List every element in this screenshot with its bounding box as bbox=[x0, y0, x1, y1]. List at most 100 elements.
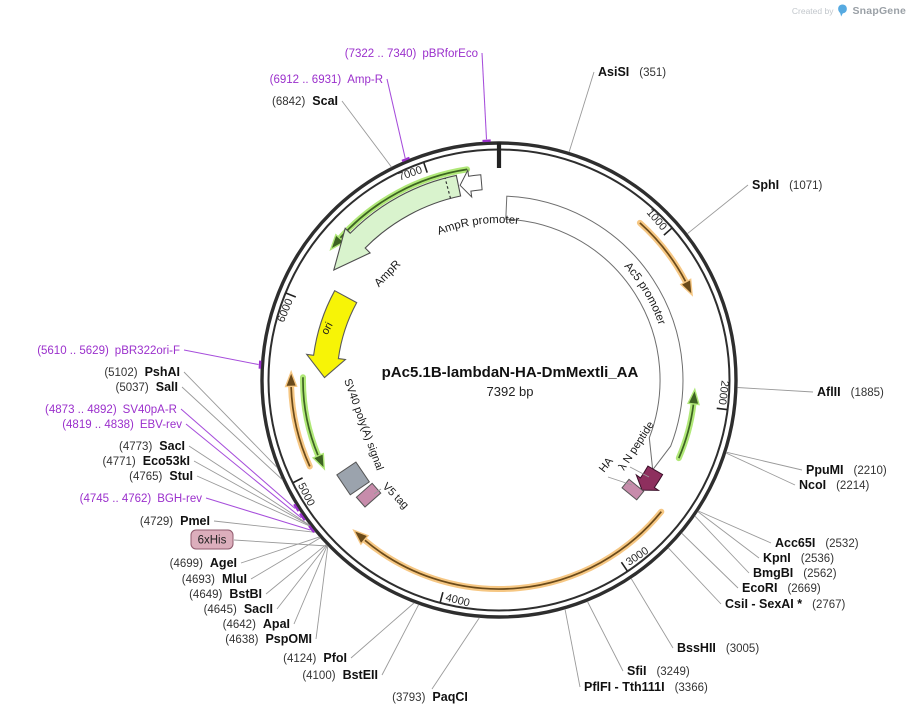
enzyme-label-Acc65I: Acc65I (2532) bbox=[775, 536, 859, 550]
primer-label-pBRforEco: (7322 .. 7340) pBRforEco bbox=[345, 48, 478, 60]
primer-name: pBRforEco bbox=[422, 48, 478, 60]
enzyme-name: SacII bbox=[244, 602, 273, 616]
enzyme-label-BstBI: (4649) BstBI bbox=[189, 587, 262, 601]
orf-arc-core bbox=[339, 168, 468, 239]
backbone bbox=[260, 141, 738, 619]
enzyme-name: AsiSI bbox=[598, 65, 629, 79]
enzyme-position: (4100) bbox=[302, 670, 335, 682]
enzyme-position: (6842) bbox=[272, 96, 305, 108]
enzyme-position: (5037) bbox=[116, 382, 149, 394]
feature-label-ampr-promoter: AmpR promoter bbox=[436, 214, 520, 238]
primer-leader-line bbox=[481, 52, 488, 140]
enzyme-name: PfoI bbox=[323, 651, 347, 665]
enzyme-label-AflII: AflII (1885) bbox=[817, 385, 884, 399]
orf-arc-glow bbox=[299, 374, 322, 459]
primer-name: Amp-R bbox=[347, 74, 383, 86]
feature-arrow-ori bbox=[305, 289, 358, 379]
primer-leader-line bbox=[386, 78, 406, 159]
tick-mark-1000 bbox=[663, 227, 673, 236]
feature-arc-ac5-promoter bbox=[505, 195, 684, 472]
v5-leader bbox=[373, 488, 382, 495]
enzyme-name: CsiI - SexAI * bbox=[725, 597, 802, 611]
primer-range: (4819 .. 4838) bbox=[62, 419, 134, 431]
orf-arc-core bbox=[678, 403, 695, 459]
enzyme-name: AgeI bbox=[210, 556, 237, 570]
enzyme-name: ApaI bbox=[263, 617, 290, 631]
enzyme-name: PmeI bbox=[180, 514, 210, 528]
enzyme-leader-line bbox=[188, 445, 311, 526]
enzyme-name: StuI bbox=[169, 469, 193, 483]
enzyme-label-PflFI-Tth111I: PflFI - Tth111I (3366) bbox=[584, 680, 708, 694]
primer-mark-pBR322ori-F bbox=[258, 360, 262, 369]
enzyme-name: SacI bbox=[159, 439, 185, 453]
curved-label-text: AmpR promoter bbox=[436, 214, 520, 238]
primer-leader-line bbox=[205, 497, 311, 531]
enzyme-name: KpnI bbox=[763, 551, 791, 565]
enzyme-label-AsiSI: AsiSI (351) bbox=[598, 65, 666, 79]
primer-label-SV40pA-R: (4873 .. 4892) SV40pA-R bbox=[45, 404, 177, 416]
enzyme-label-PfoI: (4124) PfoI bbox=[283, 651, 347, 665]
primer-mark-Amp-R bbox=[401, 156, 410, 163]
primer-name: EBV-rev bbox=[140, 419, 182, 431]
tick-label-2000: 2000 bbox=[716, 380, 731, 406]
feature-label-ori: ori bbox=[319, 320, 335, 336]
enzyme-position: (1885) bbox=[851, 387, 884, 399]
snapgene-logo-icon bbox=[838, 4, 848, 17]
enzyme-position: (4642) bbox=[223, 619, 256, 631]
enzyme-leader-line bbox=[681, 532, 739, 589]
enzyme-leader-line bbox=[293, 545, 328, 625]
enzyme-position: (2532) bbox=[825, 538, 858, 550]
orf-arrowhead bbox=[679, 278, 693, 297]
enzyme-label-ApaI: (4642) ApaI bbox=[223, 617, 290, 631]
enzyme-label-SalI: (5037) SalI bbox=[116, 380, 179, 394]
enzyme-label-Eco53kI: (4771) Eco53kI bbox=[102, 454, 190, 468]
enzyme-label-AgeI: (4699) AgeI bbox=[170, 556, 237, 570]
enzyme-name: BssHII bbox=[677, 641, 716, 655]
enzyme-leader-line bbox=[668, 547, 722, 605]
enzyme-position: (4771) bbox=[102, 456, 135, 468]
enzyme-leader-line bbox=[265, 544, 327, 595]
feature-label-ha: HA bbox=[597, 455, 616, 475]
primer-label-EBV-rev: (4819 .. 4838) EBV-rev bbox=[62, 419, 182, 431]
enzyme-label-KpnI: KpnI (2536) bbox=[763, 551, 834, 565]
enzyme-name: PspOMI bbox=[265, 632, 312, 646]
primer-label-pBR322ori-F: (5610 .. 5629) pBR322ori-F bbox=[37, 345, 180, 357]
feature-box-v5-tag bbox=[355, 482, 382, 508]
enzyme-position: (4765) bbox=[129, 471, 162, 483]
ampr-signal-boundary-dash bbox=[444, 177, 452, 199]
enzyme-leader-line bbox=[341, 100, 392, 168]
enzyme-label-BmgBI: BmgBI (2562) bbox=[753, 566, 837, 580]
enzyme-label-SphI: SphI (1071) bbox=[752, 178, 823, 192]
orf-arrowhead bbox=[687, 387, 700, 406]
enzyme-leader-line bbox=[193, 460, 311, 527]
enzyme-position: (4699) bbox=[170, 558, 203, 570]
enzyme-position: (351) bbox=[639, 67, 666, 79]
primer-marks bbox=[258, 139, 491, 534]
enzyme-leader-line bbox=[568, 71, 595, 153]
tick-mark-5000 bbox=[292, 477, 303, 484]
enzyme-position: (2767) bbox=[812, 599, 845, 611]
primer-mark-pBRforEco bbox=[482, 139, 491, 143]
enzyme-position: (3793) bbox=[392, 692, 425, 704]
feature-arrow-lambda-n bbox=[635, 465, 664, 491]
enzyme-position: (4638) bbox=[225, 634, 258, 646]
orf-arc-core bbox=[363, 511, 662, 590]
feature-arrow-ampr-promoter bbox=[459, 168, 483, 199]
tick-label-6000: 6000 bbox=[275, 297, 295, 324]
primer-name: BGH-rev bbox=[157, 493, 202, 505]
feature-label-v5: V5 tag bbox=[380, 481, 411, 512]
enzyme-position: (4693) bbox=[182, 574, 215, 586]
enzyme-leader-line bbox=[213, 520, 316, 533]
primer-mark-SV40pA-R bbox=[293, 503, 300, 512]
tick-mark-6000 bbox=[285, 292, 297, 298]
enzyme-leader-line bbox=[587, 601, 624, 672]
enzyme-label-NcoI: NcoI (2214) bbox=[799, 478, 870, 492]
ha-leader bbox=[607, 476, 633, 486]
primer-range: (6912 .. 6931) bbox=[270, 74, 342, 86]
enzyme-position: (3005) bbox=[726, 643, 759, 655]
enzyme-leader-line bbox=[725, 452, 796, 486]
enzyme-label-EcoRI: EcoRI (2669) bbox=[742, 581, 821, 595]
feature-badge-his6 bbox=[190, 529, 234, 550]
